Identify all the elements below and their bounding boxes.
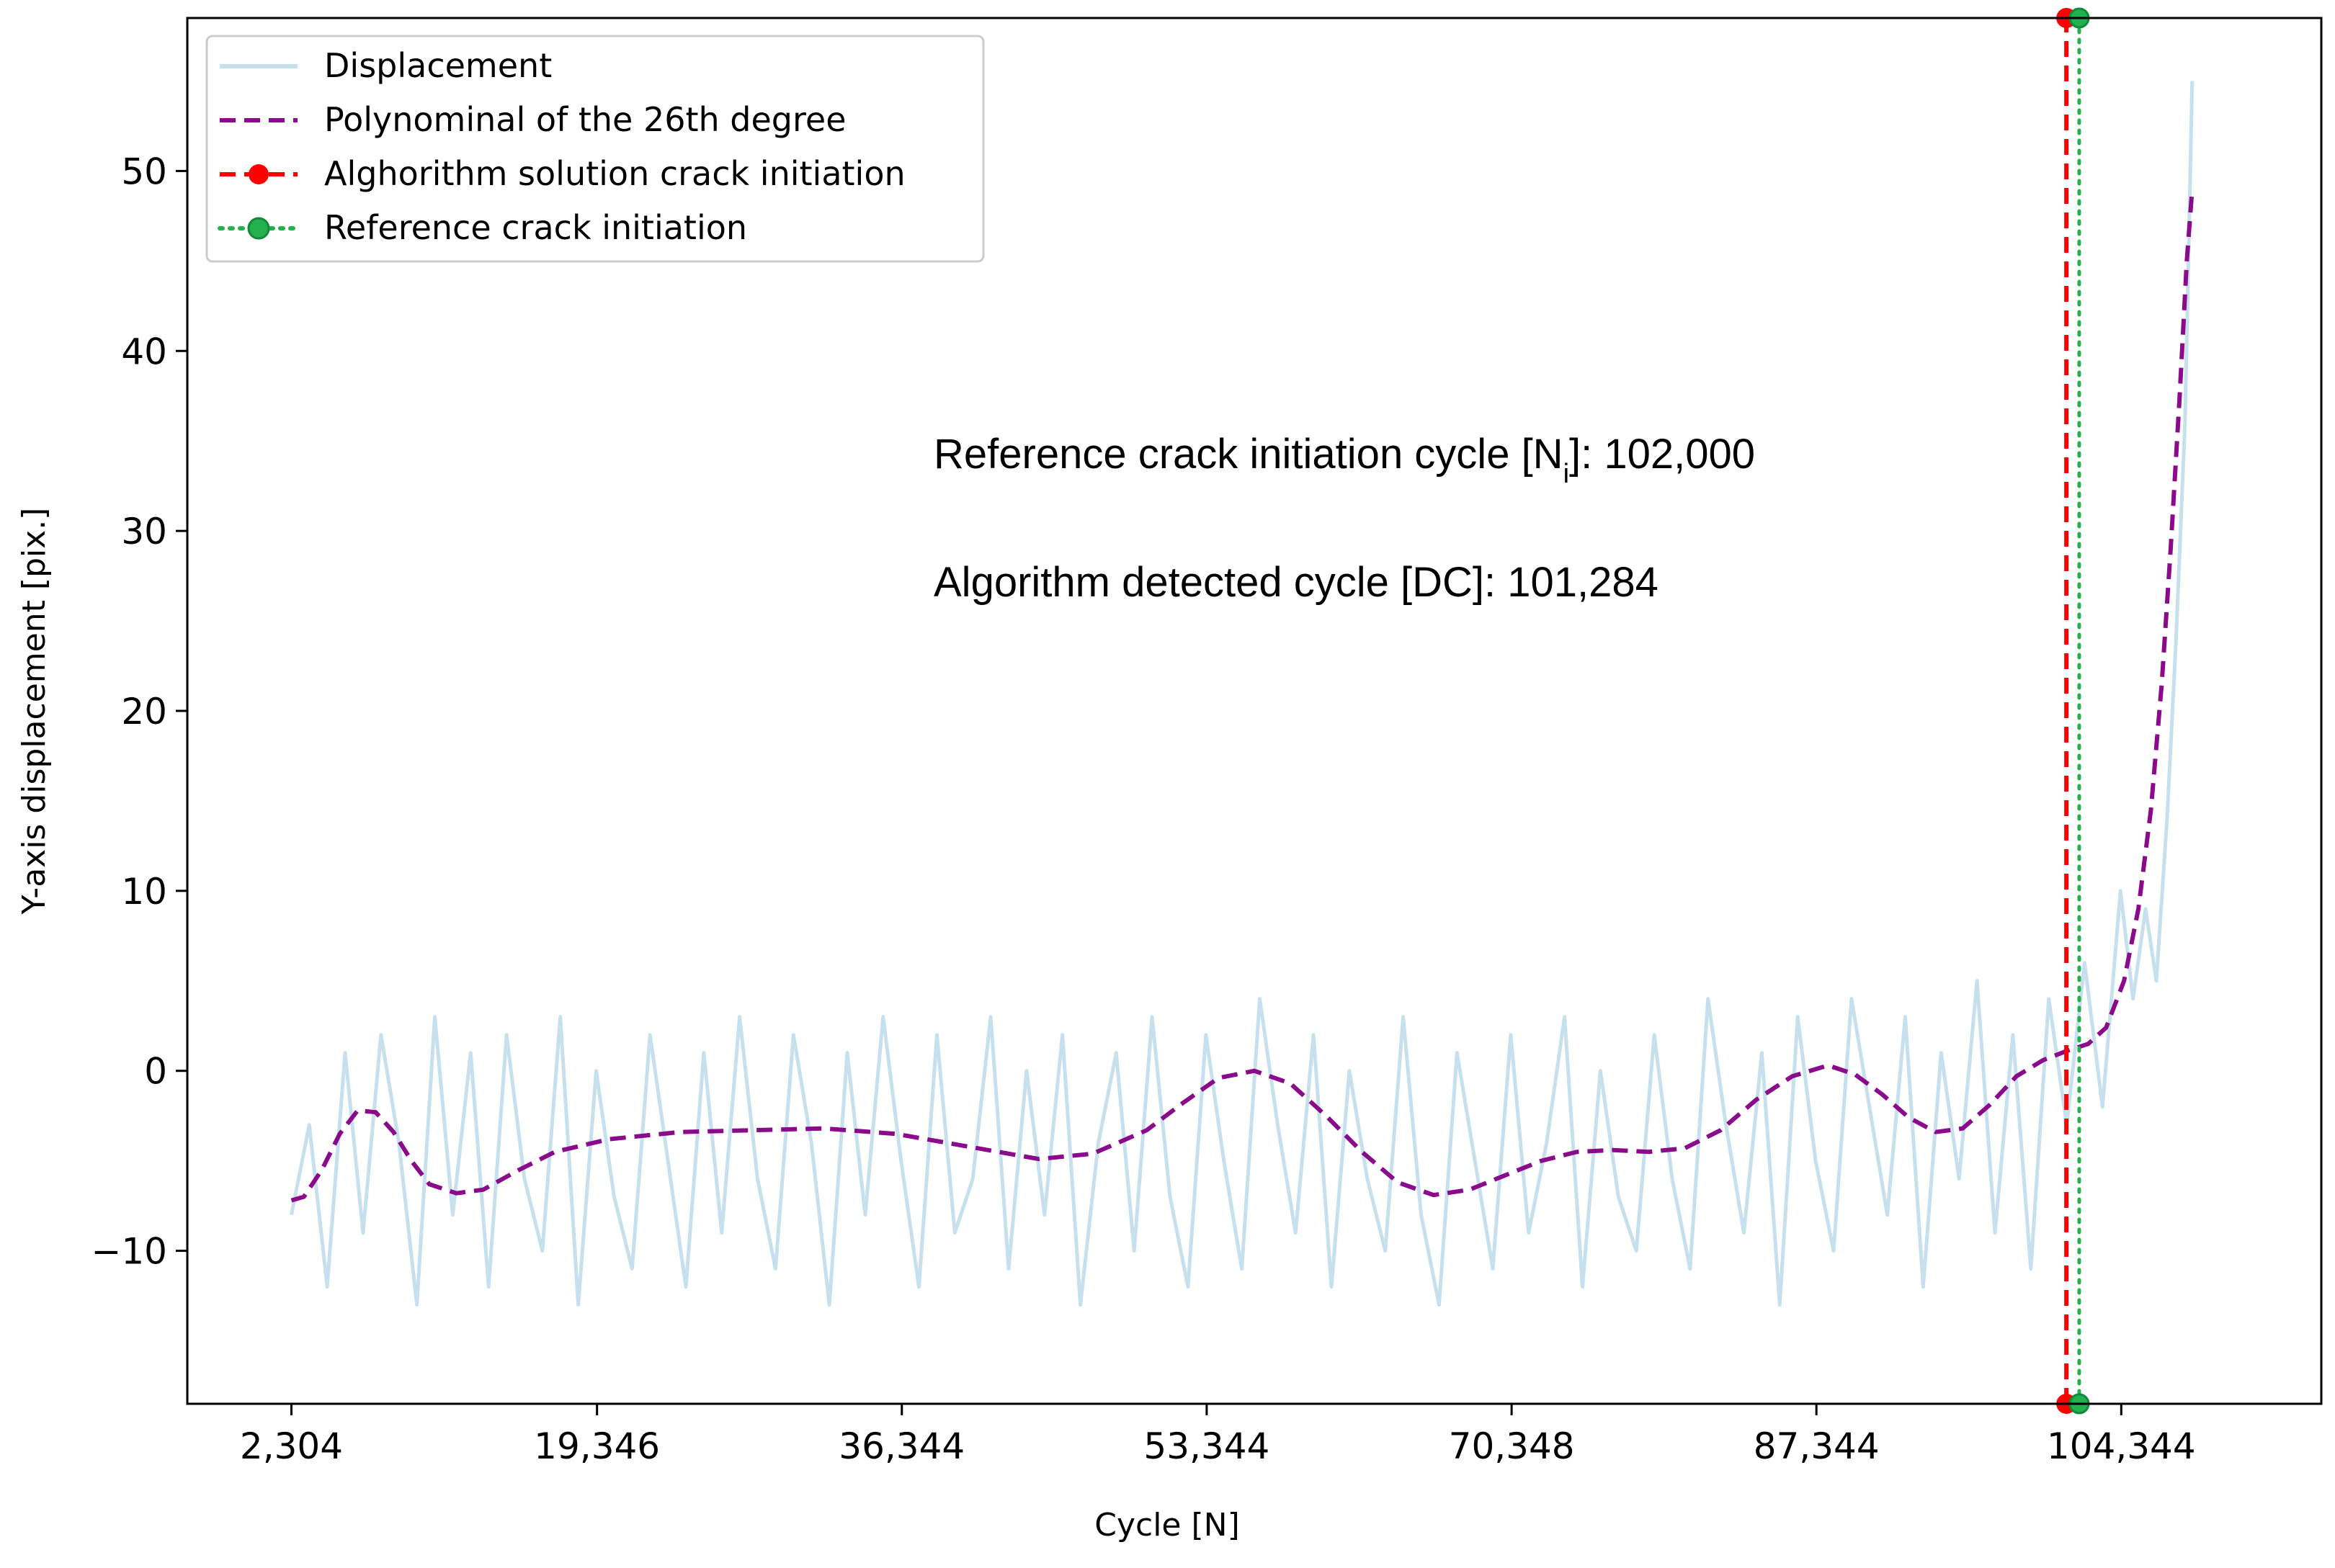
y-tick-label: 0	[144, 1051, 167, 1093]
y-tick-label: 30	[121, 511, 167, 552]
y-tick-label: 50	[121, 151, 167, 192]
x-tick-label: 104,344	[2047, 1425, 2196, 1467]
x-axis-label: Cycle [N]	[1094, 1507, 1239, 1544]
legend-marker-algorithm	[249, 164, 269, 184]
series-polynomial-fit-line	[290, 189, 2195, 1203]
legend-label-reference: Reference crack initiation	[324, 208, 747, 247]
annotation-algorithm-cycle: Algorithm detected cycle [DC]: 101,284	[934, 559, 1658, 606]
y-tick-label: 20	[121, 691, 167, 733]
series-displacement-line	[290, 81, 2195, 1307]
legend: Displacement Polynominal of the 26th deg…	[205, 35, 985, 263]
x-tick-label: 87,344	[1754, 1425, 1880, 1467]
x-tick-label: 19,346	[534, 1425, 660, 1467]
y-axis-label: Y-axis displacement [pix.]	[16, 508, 53, 915]
x-tick-label: 2,304	[240, 1425, 343, 1467]
x-tick-label: 53,344	[1143, 1425, 1269, 1467]
legend-label-algorithm: Alghorithm solution crack initiation	[324, 154, 906, 193]
legend-box	[205, 35, 985, 263]
series-layer	[290, 16, 2195, 1406]
annotation-reference-suffix: ]: 102,000	[1569, 431, 1755, 478]
x-tick-label: 70,348	[1449, 1425, 1575, 1467]
y-tick-label: 10	[121, 871, 167, 913]
legend-label-displacement: Displacement	[324, 46, 552, 85]
annotation-reference-subscript: i	[1563, 459, 1569, 489]
y-tick-label: −10	[91, 1231, 167, 1273]
y-axis-ticks: −10 0 10 20 30 40 50	[91, 151, 187, 1273]
x-tick-label: 36,344	[839, 1425, 965, 1467]
annotation-reference-prefix: Reference crack initiation cycle [N	[934, 431, 1563, 478]
y-tick-label: 40	[121, 331, 167, 372]
annotation-reference-cycle: Reference crack initiation cycle [Ni]: 1…	[934, 431, 1755, 489]
x-axis-ticks: 2,304 19,346 36,344 53,344 70,348 87,344 104,3…	[240, 1404, 2196, 1467]
legend-label-polynomial: Polynominal of the 26th degree	[324, 100, 847, 139]
legend-marker-reference	[247, 217, 270, 240]
